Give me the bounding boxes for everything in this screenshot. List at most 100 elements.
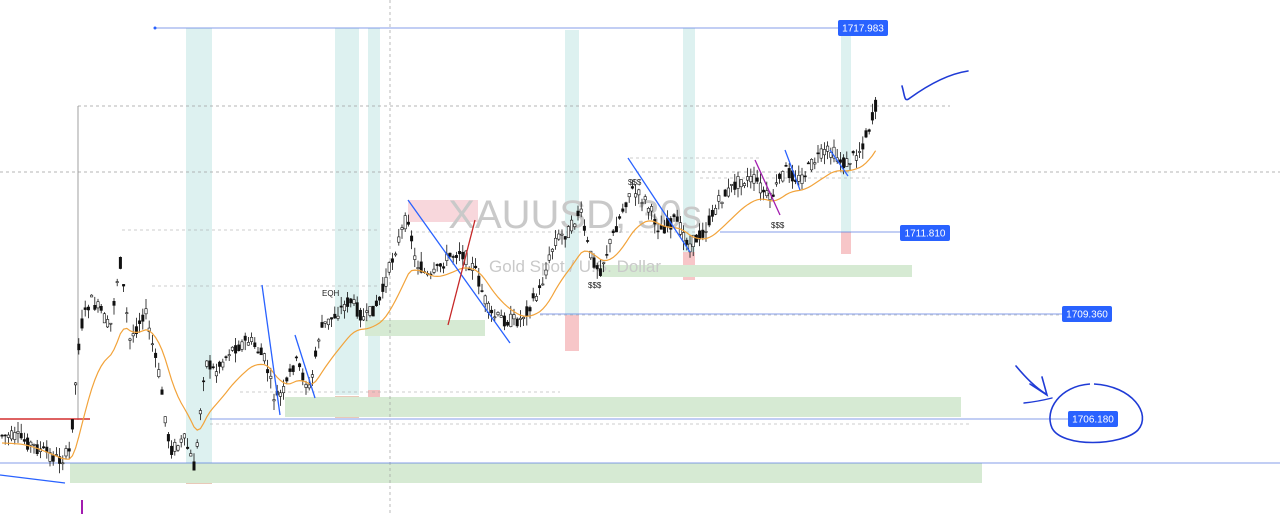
high-level-anchor xyxy=(153,26,157,30)
candle-body xyxy=(691,234,695,247)
arrow-tail-stroke xyxy=(1023,397,1053,404)
candle-body xyxy=(576,210,580,216)
candle-body xyxy=(704,231,708,233)
candle-body xyxy=(61,462,65,465)
candle-body xyxy=(333,313,337,319)
candle-body xyxy=(205,360,209,367)
candle-body xyxy=(531,293,535,299)
candle-body xyxy=(138,320,142,324)
candle-body xyxy=(387,262,391,273)
candle-body xyxy=(874,99,878,112)
candle-body xyxy=(547,254,551,261)
candle-body xyxy=(474,265,478,269)
trend-ray xyxy=(294,334,316,399)
trend-ray xyxy=(447,219,476,326)
candle-body xyxy=(819,148,823,159)
candle-body xyxy=(86,306,90,311)
candle-body xyxy=(611,230,615,234)
candle-body xyxy=(410,235,414,242)
candle-body xyxy=(646,208,650,213)
candle-body xyxy=(675,216,679,222)
candle-body xyxy=(368,306,372,316)
candle-body xyxy=(234,345,238,354)
candle-body xyxy=(563,236,567,240)
candle-body xyxy=(128,338,132,341)
candle-body xyxy=(381,283,385,292)
candle-body xyxy=(570,219,574,232)
candle-body xyxy=(240,341,244,350)
candle-body xyxy=(627,193,631,198)
candle-body xyxy=(230,346,234,351)
candle-body xyxy=(243,335,247,341)
candle-body xyxy=(845,158,849,167)
session-band xyxy=(683,28,695,268)
price-tag-label-mid: 1711.810 xyxy=(905,229,946,240)
candle-body xyxy=(826,145,830,152)
candle-body xyxy=(186,446,190,449)
candle-body xyxy=(179,438,183,443)
candle-body xyxy=(141,314,145,322)
candle-body xyxy=(864,130,868,138)
candle-body xyxy=(659,225,663,230)
candle-body xyxy=(29,441,33,446)
candle-body xyxy=(701,229,705,238)
candle-body xyxy=(10,430,14,440)
candle-body xyxy=(522,316,526,320)
candle-body xyxy=(470,263,474,271)
candle-body xyxy=(717,195,721,202)
candle-body xyxy=(810,159,814,171)
session-band xyxy=(565,30,579,315)
candle-body xyxy=(157,369,161,377)
candle-body xyxy=(154,352,158,358)
candle-body xyxy=(419,261,423,273)
candle-body xyxy=(208,360,212,370)
price-tag-label-high: 1717.983 xyxy=(842,24,884,35)
candle-body xyxy=(182,433,186,439)
candle-body xyxy=(800,174,804,184)
candle-body xyxy=(317,339,321,342)
session-band xyxy=(841,30,851,236)
candle-body xyxy=(362,316,366,321)
candle-body xyxy=(358,309,362,321)
candle-body xyxy=(304,384,308,388)
candle-body xyxy=(102,313,106,324)
candle-body xyxy=(310,374,314,378)
candle-body xyxy=(672,214,676,218)
candle-body xyxy=(787,168,791,179)
arrow-head-stroke xyxy=(1029,376,1049,397)
price-tag-mid xyxy=(900,225,950,241)
candle-body xyxy=(339,305,343,308)
candle-body xyxy=(723,189,727,197)
candle-body xyxy=(608,239,612,244)
candle-body xyxy=(605,254,609,256)
candle-body xyxy=(749,176,753,183)
candle-body xyxy=(851,151,855,154)
candle-body xyxy=(218,361,222,367)
candle-body xyxy=(544,269,548,276)
candle-body xyxy=(64,448,68,457)
candle-body xyxy=(125,312,129,314)
candle-body xyxy=(656,230,660,233)
candle-body xyxy=(291,365,295,372)
candle-body xyxy=(534,296,538,301)
candle-body xyxy=(202,380,206,383)
candle-body xyxy=(586,240,590,242)
demand-zone xyxy=(285,397,961,417)
candle-body xyxy=(829,152,833,158)
candle-body xyxy=(342,304,346,312)
candle-body xyxy=(870,112,874,121)
candle-body xyxy=(122,284,126,287)
candle-body xyxy=(106,319,110,328)
supply-zone xyxy=(841,232,851,254)
candle-body xyxy=(221,361,225,368)
candle-body xyxy=(144,308,148,315)
candle-body xyxy=(285,377,289,382)
candle-body xyxy=(506,321,510,326)
candle-body xyxy=(170,445,174,455)
price-tags: 1717.983 1711.810 1709.360 1706.180 xyxy=(838,20,1118,427)
trend-ray xyxy=(627,157,691,253)
candle-body xyxy=(758,182,762,194)
candle-body xyxy=(355,302,359,317)
